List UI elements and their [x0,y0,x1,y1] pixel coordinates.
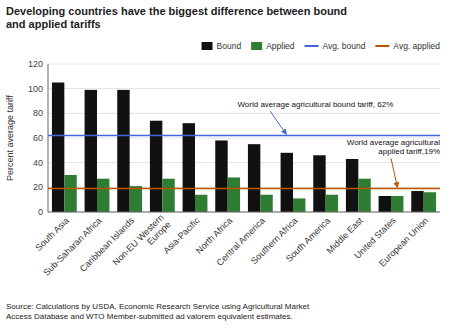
bar [281,153,293,212]
legend-swatch [375,45,389,47]
bar [97,179,109,212]
bar [313,155,325,212]
legend: Bound Applied Avg. bound Avg. applied [202,41,441,51]
legend-item: Bound [202,41,242,51]
legend-swatch [202,42,213,50]
y-tick-label: 20 [33,182,43,192]
reference-line [48,135,440,137]
legend-swatch [251,42,262,50]
bar [293,198,305,212]
text-line: South America [284,215,332,263]
source: Source: Calculations by USDA, Economic R… [6,302,310,321]
bar [411,191,423,212]
background [0,0,450,333]
text-line: European Union [377,215,430,268]
y-tick-label: 120 [28,59,43,69]
legend-label: Avg. bound [323,41,366,51]
legend-label: Bound [217,41,242,51]
text-line: World average agricultural bound tariff,… [237,100,393,109]
bar [424,192,436,212]
bar [162,179,174,212]
bar [183,123,195,212]
bar [358,179,370,212]
x-tick-label: Sub-Saharan Africa [41,215,103,277]
bar [85,90,97,212]
bar [150,121,162,212]
text-line: Sub-Saharan Africa [41,215,103,277]
annotation: World average agricultural bound tariff,… [237,100,393,109]
legend-swatch [305,45,319,47]
x-tick: Non-EU WesternEurope [111,212,173,274]
annotation: World average agriculturalapplied tariff… [347,138,440,156]
bar [215,140,227,212]
bar [52,83,64,213]
legend-label: Applied [266,41,295,51]
legend-item: Applied [251,41,295,51]
bar [248,144,260,212]
legend-item: Avg. bound [305,41,366,51]
y-tick-label: 60 [33,133,43,143]
text-line: and applied tariffs [6,18,101,30]
y-tick-label: 80 [33,108,43,118]
legend-item: Avg. applied [375,41,440,51]
x-tick-label: Non-EU WesternEurope [111,212,173,274]
x-tick-label: South America [284,215,332,263]
bar [117,90,129,212]
bar [64,175,76,212]
bar [391,196,403,212]
annotation-arrow [270,111,286,134]
y-axis-label: Percent average tariff [5,95,15,181]
bar [228,177,240,212]
text-line: Developing countries have the biggest di… [6,5,347,17]
text-line: Access Database and WTO Member-submitted… [6,312,293,321]
text-line: Source: Calculations by USDA, Economic R… [6,302,310,311]
x-axis [48,212,440,213]
bar [346,159,358,212]
reference-lines [48,136,440,189]
text-line: World average agricultural [347,138,440,147]
grid-line [48,212,440,213]
y-axis [48,64,49,212]
grid-line [48,162,440,163]
x-tick: South America [284,215,332,263]
y-tick-label: 100 [28,84,43,94]
text-line: applied tariff,19% [378,147,440,156]
bar [195,195,207,212]
grid-line [48,64,440,65]
annotation-arrow [391,158,398,187]
bar [326,195,338,212]
bar [130,186,142,212]
title: Developing countries have the biggest di… [6,5,347,30]
y-tick-label: 40 [33,158,43,168]
grid-line [48,88,440,89]
x-tick-label: European Union [377,215,430,268]
x-tick: Sub-Saharan Africa [41,215,103,277]
chart: Developing countries have the biggest di… [0,0,450,333]
bar [379,196,391,212]
y-tick-label: 0 [38,207,43,217]
x-tick: European Union [377,215,430,268]
grid-line [48,113,440,114]
bar [260,195,272,212]
legend-label: Avg. applied [393,41,440,51]
reference-line [48,188,440,190]
